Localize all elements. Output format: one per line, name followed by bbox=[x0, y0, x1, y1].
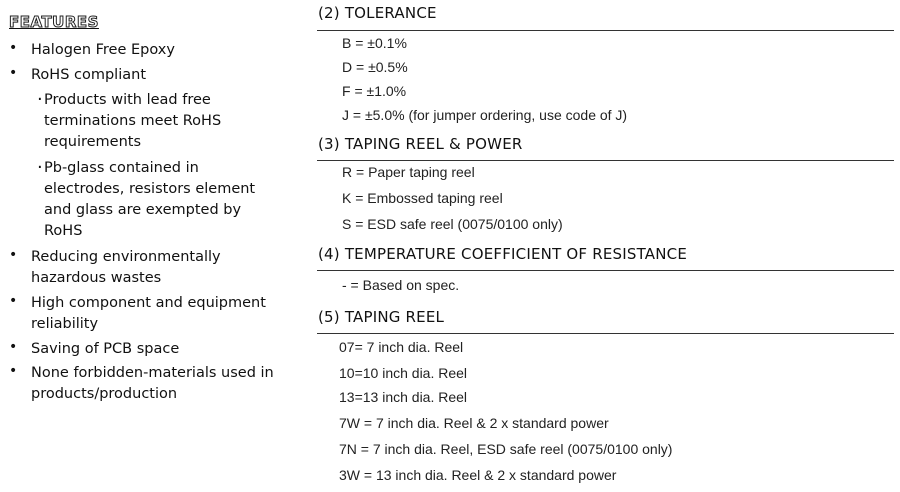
code-item: 3W = 13 inch dia. Reel & 2 x standard po… bbox=[339, 467, 617, 483]
code-item: 7N = 7 inch dia. Reel, ESD safe reel (00… bbox=[339, 441, 673, 457]
code-item: S = ESD safe reel (0075/0100 only) bbox=[342, 216, 563, 232]
feature-text: terminations meet RoHS bbox=[44, 113, 222, 129]
feature-text: and glass are exempted by bbox=[44, 202, 242, 218]
feature-text: Pb-glass contained in bbox=[44, 160, 199, 176]
feature-text: High component and equipment bbox=[31, 295, 266, 311]
code-item: 10=10 inch dia. Reel bbox=[339, 365, 468, 381]
bullet-icon: • bbox=[9, 339, 18, 355]
code-item: 07= 7 inch dia. Reel bbox=[339, 339, 464, 355]
feature-text: Reducing environmentally bbox=[31, 249, 221, 265]
bullet-icon: • bbox=[9, 40, 18, 56]
feature-text: None forbidden-materials used in bbox=[31, 365, 274, 381]
section-divider bbox=[317, 333, 894, 334]
section-heading: (2) TOLERANCE bbox=[318, 4, 437, 22]
feature-text: products/production bbox=[31, 386, 178, 402]
code-item: - = Based on spec. bbox=[342, 277, 460, 293]
code-item: 7W = 7 inch dia. Reel & 2 x standard pow… bbox=[339, 415, 609, 431]
feature-text: RoHS bbox=[44, 223, 83, 239]
section-divider bbox=[317, 270, 894, 271]
feature-text: electrodes, resistors element bbox=[44, 181, 256, 197]
code-item: B = ±0.1% bbox=[342, 35, 407, 51]
features-title: FEATURES bbox=[9, 13, 99, 32]
section-heading: (4) TEMPERATURE COEFFICIENT OF RESISTANC… bbox=[318, 245, 688, 263]
sub-bullet-icon: · bbox=[37, 89, 43, 110]
feature-text: RoHS compliant bbox=[31, 67, 147, 83]
feature-text: reliability bbox=[31, 316, 99, 332]
feature-text: Saving of PCB space bbox=[31, 341, 180, 357]
sub-bullet-icon: · bbox=[37, 157, 43, 178]
section-heading: (5) TAPING REEL bbox=[318, 308, 445, 326]
feature-text: Products with lead free bbox=[44, 92, 211, 108]
section-heading: (3) TAPING REEL & POWER bbox=[318, 135, 523, 153]
code-item: 13=13 inch dia. Reel bbox=[339, 389, 468, 405]
code-item: F = ±1.0% bbox=[342, 83, 407, 99]
bullet-icon: • bbox=[9, 65, 18, 81]
feature-text: hazardous wastes bbox=[31, 270, 162, 286]
section-divider bbox=[317, 160, 894, 161]
code-item: D = ±0.5% bbox=[342, 59, 408, 75]
code-item: J = ±5.0% (for jumper ordering, use code… bbox=[342, 107, 628, 123]
bullet-icon: • bbox=[9, 247, 18, 263]
feature-text: requirements bbox=[44, 134, 142, 150]
code-item: R = Paper taping reel bbox=[342, 164, 475, 180]
bullet-icon: • bbox=[9, 293, 18, 309]
section-divider bbox=[317, 30, 894, 31]
code-item: K = Embossed taping reel bbox=[342, 190, 503, 206]
bullet-icon: • bbox=[9, 363, 18, 379]
feature-text: Halogen Free Epoxy bbox=[31, 42, 175, 58]
